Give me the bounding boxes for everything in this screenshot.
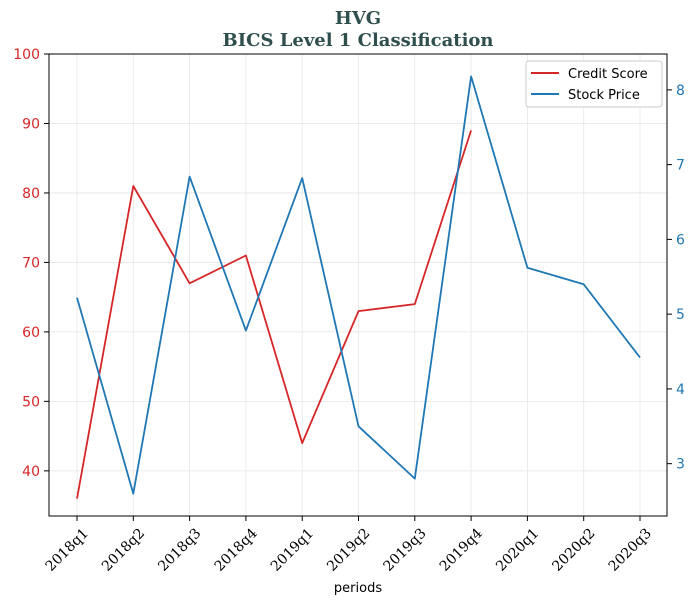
x-tick-label: 2018q3 — [155, 526, 204, 575]
legend-box — [525, 60, 663, 108]
right-axis: 3 4 5 6 7 8 — [667, 83, 685, 473]
left-tick-label: 50 — [22, 394, 40, 410]
x-tick-label: 2020q1 — [493, 526, 542, 575]
x-tick-label: 2019q1 — [268, 526, 317, 575]
chart-title: HVG — [335, 8, 381, 29]
left-tick-label: 80 — [22, 186, 40, 202]
x-tick-label: 2019q3 — [380, 526, 429, 575]
right-tick-label: 7 — [676, 158, 685, 174]
x-tick-label: 2018q2 — [99, 526, 148, 575]
left-tick-label: 90 — [22, 116, 40, 132]
x-tick-label: 2020q3 — [606, 526, 655, 575]
left-tick-label: 70 — [22, 255, 40, 271]
x-axis-label: periods — [334, 581, 382, 596]
left-axis: 40 50 60 70 80 90 100 — [13, 47, 49, 480]
x-tick-label: 2018q4 — [212, 525, 261, 574]
x-tick-label: 2019q4 — [437, 525, 486, 574]
x-tick-label: 2018q1 — [43, 526, 92, 575]
series-line-stock-price — [76, 75, 641, 495]
x-tick-label: 2020q2 — [549, 526, 598, 575]
series-line-credit-score — [76, 130, 472, 499]
right-tick-label: 3 — [676, 457, 685, 473]
legend-label: Credit Score — [568, 67, 648, 82]
right-tick-label: 5 — [676, 307, 685, 323]
legend-label: Stock Price — [568, 88, 640, 103]
x-tick-label: 2019q2 — [324, 526, 373, 575]
chart-subtitle: BICS Level 1 Classification — [222, 30, 493, 51]
grid — [49, 53, 667, 516]
series-layer — [76, 75, 641, 499]
right-tick-label: 8 — [676, 83, 685, 99]
right-tick-label: 6 — [676, 232, 685, 248]
legend: Credit Score Stock Price — [525, 60, 663, 108]
x-axis: 2018q1 2018q2 2018q3 2018q4 2019q1 2019q2 2019… — [43, 516, 655, 575]
left-tick-label: 60 — [22, 325, 40, 341]
left-tick-label: 100 — [13, 47, 40, 63]
left-tick-label: 40 — [22, 464, 40, 480]
right-tick-label: 4 — [676, 382, 685, 398]
